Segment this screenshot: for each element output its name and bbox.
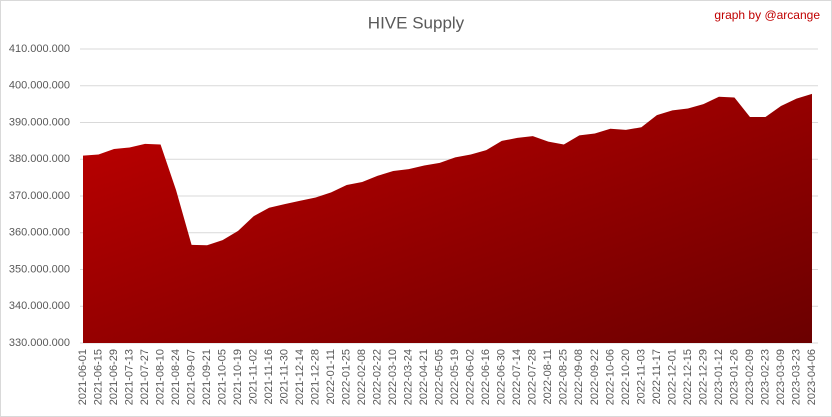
y-tick-label: 400.000.000 [9,80,70,92]
y-tick-label: 380.000.000 [9,153,70,165]
area [83,93,812,344]
x-tick-label: 2021-08-24 [170,349,182,405]
x-tick-label: 2022-05-05 [434,349,446,405]
y-tick-label: 340.000.000 [9,300,70,312]
x-tick-label: 2021-09-21 [201,349,213,405]
x-tick-label: 2021-11-30 [279,349,291,404]
x-tick-label: 2021-09-07 [185,349,197,405]
x-tick-label: 2022-07-14 [511,349,523,405]
x-tick-label: 2021-12-14 [294,349,306,405]
x-tick-label: 2021-06-15 [92,349,104,405]
x-tick-label: 2022-11-03 [635,349,647,404]
x-tick-label: 2021-07-13 [123,349,135,405]
y-tick-label: 360.000.000 [9,227,70,239]
x-tick-label: 2021-08-10 [154,349,166,405]
x-tick-label: 2021-12-28 [310,349,322,405]
x-tick-label: 2021-11-02 [248,349,260,404]
x-tick-label: 2022-05-19 [449,349,461,405]
x-tick-label: 2022-01-11 [325,349,337,404]
y-tick-label: 410.000.000 [9,43,70,55]
x-tick-label: 2023-01-12 [713,349,725,405]
x-tick-label: 2022-08-11 [542,349,554,404]
x-tick-label: 2022-02-22 [372,349,384,405]
x-tick-label: 2022-01-25 [341,349,353,405]
x-tick-label: 2022-08-25 [558,349,570,405]
credit: graph by @arcange [714,8,820,22]
x-tick-label: 2022-07-28 [527,349,539,405]
x-tick-label: 2023-02-23 [759,349,771,405]
x-tick-label: 2022-06-30 [496,349,508,405]
x-tick-label: 2023-01-26 [728,349,740,405]
x-tick-label: 2023-03-09 [775,349,787,405]
x-tick-label: 2022-03-10 [387,349,399,405]
x-tick-label: 2022-06-02 [465,349,477,405]
chart-title: HIVE Supply [368,13,465,32]
x-tick-label: 2022-12-15 [682,349,694,405]
x-tick-label: 2022-04-21 [418,349,430,405]
x-tick-label: 2022-03-24 [403,349,415,405]
y-tick-label: 370.000.000 [9,190,70,202]
x-tick-label: 2022-10-20 [620,349,632,405]
x-tick-label: 2021-10-19 [232,349,244,405]
y-tick-label: 390.000.000 [9,116,70,128]
x-tick-label: 2021-06-29 [108,349,120,405]
x-tick-label: 2022-12-01 [666,349,678,405]
x-tick-label: 2023-04-06 [806,349,818,405]
x-tick-label: 2021-06-01 [77,349,89,405]
x-tick-label: 2022-02-08 [356,349,368,405]
x-tick-label: 2022-10-06 [604,349,616,405]
x-tick-label: 2022-12-29 [697,349,709,405]
x-tick-label: 2023-02-09 [744,349,756,405]
x-tick-label: 2022-06-16 [480,349,492,405]
y-tick-label: 330.000.000 [9,337,70,349]
x-tick-label: 2021-10-05 [217,349,229,405]
x-tick-label: 2023-03-23 [790,349,802,405]
y-tick-label: 350.000.000 [9,263,70,275]
x-tick-label: 2022-09-22 [589,349,601,405]
x-tick-label: 2021-11-16 [263,349,275,404]
x-tick-label: 2022-09-08 [573,349,585,405]
x-tick-label: 2022-11-17 [651,349,663,404]
x-tick-label: 2021-07-27 [139,349,151,405]
